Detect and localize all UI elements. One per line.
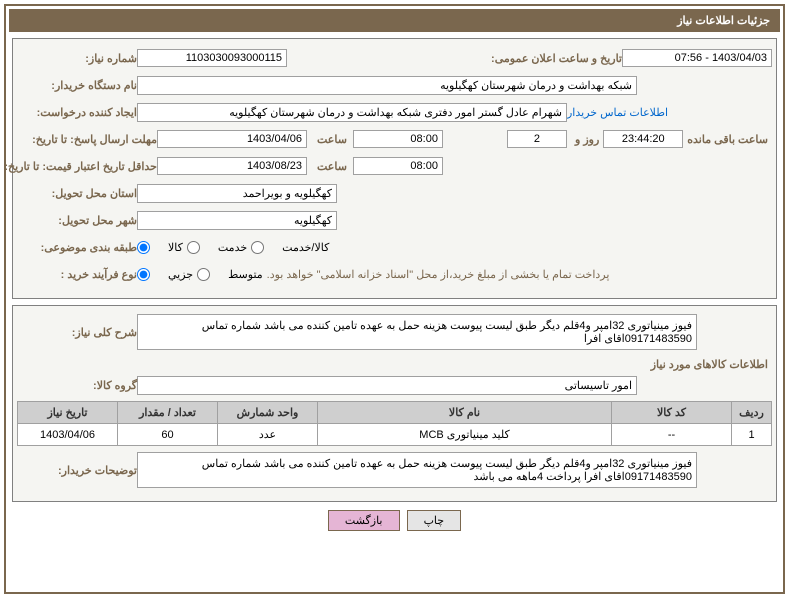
radio-both[interactable] [251, 241, 264, 254]
subject-class-radios: کالا خدمت کالا/خدمت [137, 241, 329, 254]
th-unit: واحد شمارش [218, 402, 318, 424]
radio-medium[interactable] [197, 268, 210, 281]
table-row: 1 -- کلید مینیاتوری MCB عدد 60 1403/04/0… [18, 424, 772, 446]
th-qty: تعداد / مقدار [118, 402, 218, 424]
validity-time: 08:00 [353, 157, 443, 175]
th-code: کد کالا [612, 402, 732, 424]
info-section: شماره نیاز: 1103030093000115 تاریخ و ساع… [12, 38, 777, 299]
goods-group-label: گروه کالا: [17, 379, 137, 392]
items-table: ردیف کد کالا نام کالا واحد شمارش تعداد /… [17, 401, 772, 446]
validity-date: 1403/08/23 [157, 157, 307, 175]
buyer-notes-label: توضیحات خریدار: [17, 464, 137, 477]
th-idx: ردیف [732, 402, 772, 424]
requester-value: شهرام عادل گستر امور دفتری شبکه بهداشت و… [137, 103, 567, 122]
cell-unit: عدد [218, 424, 318, 446]
need-number-value: 1103030093000115 [137, 49, 287, 67]
buyer-label: نام دستگاه خریدار: [17, 79, 137, 92]
purchase-note: پرداخت تمام یا بخشی از مبلغ خرید،از محل … [263, 268, 610, 281]
deadline-days: 2 [507, 130, 567, 148]
radio-both-label: کالا/خدمت [282, 241, 329, 254]
radio-minor-label: جزیي [168, 268, 193, 281]
cell-qty: 60 [118, 424, 218, 446]
remaining-time: 23:44:20 [603, 130, 683, 148]
purchase-type-radios: جزیي متوسط [137, 268, 263, 281]
cell-date: 1403/04/06 [18, 424, 118, 446]
deadline-date: 1403/04/06 [157, 130, 307, 148]
th-name: نام کالا [318, 402, 612, 424]
table-header-row: ردیف کد کالا نام کالا واحد شمارش تعداد /… [18, 402, 772, 424]
goods-group-value: امور تاسیساتی [137, 376, 637, 395]
need-desc-value: فیوز مینیاتوری 32امپر و4قلم دیگر طبق لیس… [137, 314, 697, 350]
city-value: کهگیلویه [137, 211, 337, 230]
deadline-label: مهلت ارسال پاسخ: تا تاریخ: [17, 133, 157, 146]
buyer-notes-value: فیوز مینیاتوری 32امپر و4قلم دیگر طبق لیس… [137, 452, 697, 488]
province-label: استان محل تحویل: [17, 187, 137, 200]
city-label: شهر محل تحویل: [17, 214, 137, 227]
deadline-time: 08:00 [353, 130, 443, 148]
radio-goods[interactable] [137, 241, 150, 254]
cell-code: -- [612, 424, 732, 446]
radio-service-label: خدمت [218, 241, 247, 254]
days-and-label: روز و [571, 133, 599, 146]
buyer-value: شبکه بهداشت و درمان شهرستان کهگیلویه [137, 76, 637, 95]
th-date: تاریخ نیاز [18, 402, 118, 424]
items-heading: اطلاعات کالاهای مورد نیاز [17, 355, 772, 374]
requester-label: ایجاد کننده درخواست: [17, 106, 137, 119]
radio-medium-label: متوسط [228, 268, 263, 281]
announce-value: 1403/04/03 - 07:56 [622, 49, 772, 67]
subject-class-label: طبقه بندی موضوعی: [17, 241, 137, 254]
print-button[interactable]: چاپ [407, 510, 462, 531]
main-panel: جزئیات اطلاعات نیاز شماره نیاز: 11030300… [4, 4, 785, 594]
cell-idx: 1 [732, 424, 772, 446]
back-button[interactable]: بازگشت [328, 510, 400, 531]
radio-service[interactable] [187, 241, 200, 254]
details-section: شرح کلی نیاز: فیوز مینیاتوری 32امپر و4قل… [12, 305, 777, 502]
purchase-type-label: نوع فرآیند خرید : [17, 268, 137, 281]
button-bar: چاپ بازگشت [9, 510, 780, 531]
title-bar: جزئیات اطلاعات نیاز [9, 9, 780, 32]
remaining-label: ساعت باقی مانده [683, 133, 768, 146]
need-number-label: شماره نیاز: [17, 52, 137, 65]
cell-name: کلید مینیاتوری MCB [318, 424, 612, 446]
radio-goods-label: کالا [168, 241, 183, 254]
radio-minor[interactable] [137, 268, 150, 281]
deadline-time-label: ساعت [313, 133, 347, 146]
validity-label: حداقل تاریخ اعتبار قیمت: تا تاریخ: [17, 160, 157, 173]
province-value: کهگیلویه و بویراحمد [137, 184, 337, 203]
contact-link[interactable]: اطلاعات تماس خریدار [567, 106, 668, 119]
validity-time-label: ساعت [313, 160, 347, 173]
announce-label: تاریخ و ساعت اعلان عمومی: [487, 52, 622, 65]
need-desc-label: شرح کلی نیاز: [17, 326, 137, 339]
